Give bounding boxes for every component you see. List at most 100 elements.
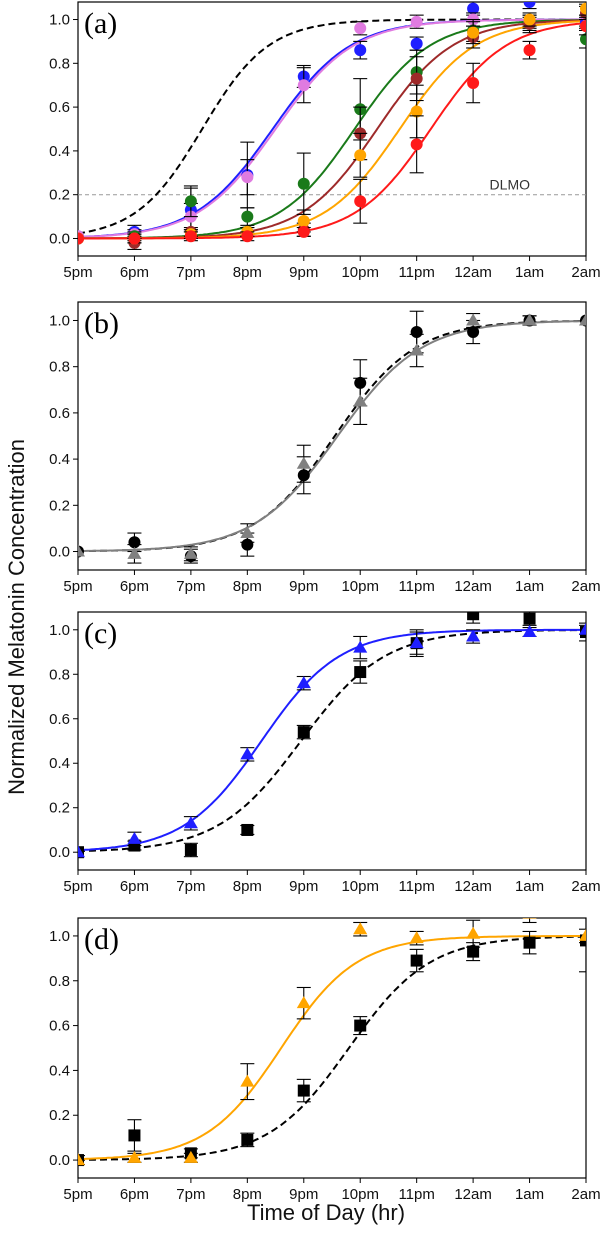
y-tick-label: 1.0 — [49, 312, 70, 329]
data-point — [410, 72, 423, 85]
data-point — [354, 666, 367, 679]
data-point — [128, 232, 141, 245]
y-tick-label: 0.0 — [49, 844, 70, 861]
data-point — [354, 44, 367, 57]
x-tick-label: 12am — [454, 264, 492, 281]
fit-curve — [78, 18, 586, 238]
data-point — [523, 13, 536, 26]
data-point — [467, 612, 480, 621]
y-tick-label: 0.0 — [49, 544, 70, 561]
plot-frame — [77, 611, 587, 871]
x-tick-label: 7pm — [176, 878, 205, 895]
data-point — [353, 640, 368, 653]
data-point — [184, 195, 197, 208]
data-point — [579, 622, 586, 635]
x-tick-label: 10pm — [341, 1186, 379, 1203]
data-point — [354, 149, 367, 162]
data-point — [240, 526, 255, 539]
y-tick-label: 1.0 — [49, 928, 70, 945]
x-tick-label: 5pm — [63, 578, 92, 595]
y-tick-label: 0.0 — [49, 1152, 70, 1169]
fit-curve — [78, 319, 586, 553]
panel-label: (a) — [84, 7, 117, 40]
x-tick-label: 9pm — [289, 878, 318, 895]
data-point — [183, 546, 198, 559]
data-point — [78, 544, 85, 557]
data-point — [127, 546, 142, 559]
data-point — [467, 77, 480, 90]
x-tick-label: 6pm — [120, 1186, 149, 1203]
data-point — [523, 2, 536, 8]
data-point — [410, 326, 423, 339]
plot-area — [78, 918, 586, 1167]
y-tick-label: 0.2 — [49, 187, 70, 204]
chart-panel-2: 0.0 0.2 0.4 0.6 0.8 1.0 5pm 6pm 7pm 8pm 9pm 10pm 11p… — [49, 611, 601, 895]
data-point — [296, 996, 311, 1009]
fit-curve — [78, 935, 586, 1161]
plot-frame — [77, 917, 587, 1179]
x-tick-label: 11pm — [398, 1186, 434, 1203]
x-tick-label: 5pm — [63, 878, 92, 895]
data-point — [410, 15, 423, 28]
dlmo-label: DLMO — [490, 177, 531, 193]
x-tick-label: 2am — [571, 1186, 600, 1203]
y-tick-label: 0.8 — [49, 973, 70, 990]
y-tick-label: 0.0 — [49, 230, 70, 247]
x-tick-label: 5pm — [63, 1186, 92, 1203]
x-tick-label: 6pm — [120, 264, 149, 281]
x-tick-label: 8pm — [233, 264, 262, 281]
data-point — [240, 747, 255, 760]
fit-curve — [78, 320, 586, 553]
x-tick-label: 1am — [515, 878, 544, 895]
data-point — [354, 195, 367, 208]
data-point — [353, 394, 368, 407]
y-tick-label: 0.4 — [49, 755, 70, 772]
data-point — [523, 44, 536, 57]
data-point — [580, 20, 586, 33]
x-tick-label: 6pm — [120, 878, 149, 895]
x-tick-label: 1am — [515, 264, 544, 281]
data-point — [78, 232, 84, 245]
plot-area — [78, 612, 586, 859]
data-point — [580, 33, 586, 46]
y-tick-label: 0.4 — [49, 451, 70, 468]
y-axis-title: Normalized Melatonin Concentration — [4, 439, 29, 795]
x-tick-label: 7pm — [176, 264, 205, 281]
data-point — [466, 313, 481, 326]
data-point — [241, 823, 254, 836]
data-point — [240, 1074, 255, 1087]
x-axis-title: Time of Day (hr) — [247, 1200, 405, 1225]
x-tick-label: 6pm — [120, 578, 149, 595]
x-tick-label: 1am — [515, 1186, 544, 1203]
data-point — [241, 210, 254, 223]
data-point — [183, 816, 198, 829]
panel-label: (d) — [84, 923, 119, 956]
data-point — [579, 928, 586, 941]
data-point — [522, 625, 537, 638]
data-point — [466, 926, 481, 939]
data-point — [580, 2, 586, 15]
fit-curve — [78, 20, 586, 240]
y-tick-label: 0.4 — [49, 1062, 70, 1079]
x-tick-label: 12am — [454, 1186, 492, 1203]
data-point — [297, 177, 310, 190]
data-point — [522, 918, 537, 919]
data-point — [297, 225, 310, 238]
data-point — [409, 636, 424, 649]
data-point — [523, 612, 536, 625]
x-tick-label: 12am — [454, 878, 492, 895]
x-tick-label: 9pm — [289, 264, 318, 281]
data-point — [297, 1084, 310, 1097]
x-tick-label: 7pm — [176, 578, 205, 595]
y-tick-label: 0.6 — [49, 1018, 70, 1035]
data-point — [184, 230, 197, 243]
data-point — [78, 845, 85, 858]
panel-label: (c) — [84, 617, 117, 650]
data-point — [241, 171, 254, 184]
plot-area — [78, 2, 586, 250]
data-point — [579, 313, 586, 326]
data-point — [241, 538, 254, 551]
fit-curve — [78, 18, 586, 239]
x-tick-label: 8pm — [233, 1186, 262, 1203]
